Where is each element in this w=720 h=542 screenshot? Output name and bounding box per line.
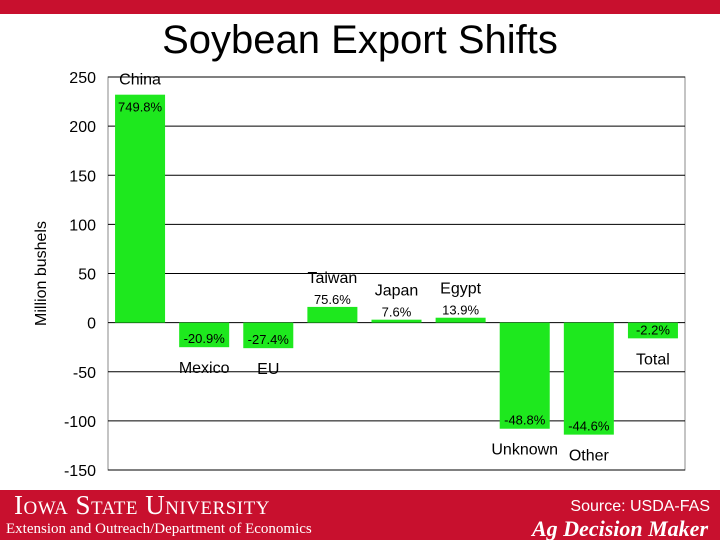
data-label: -2.2% (636, 322, 670, 337)
bar-japan (371, 319, 422, 323)
source-note: Source: USDA-FAS (570, 498, 710, 515)
data-label: 7.6% (382, 305, 412, 320)
y-tick-label: 200 (69, 119, 96, 136)
bar-taiwan (307, 306, 358, 323)
bar-chart: 250 200 150 100 50 0 -50 -100 -150 Million bushel… (33, 70, 686, 480)
bar-eu (243, 322, 294, 349)
brand-wordmark: Ag Decision Maker (532, 516, 708, 541)
bar-total (627, 322, 678, 339)
bar-egypt (435, 317, 486, 323)
top-accent-bar (0, 0, 720, 14)
bar-unknown (499, 322, 550, 429)
bar-other (563, 322, 614, 435)
category-label: Egypt (440, 281, 481, 298)
data-label: -44.6% (568, 419, 610, 434)
y-tick-label: -100 (64, 414, 96, 431)
y-axis-label: Million bushels (33, 221, 50, 326)
university-wordmark: Iowa State University (14, 490, 270, 520)
category-label: Mexico (179, 360, 230, 377)
category-label: Japan (375, 283, 419, 300)
data-label: -27.4% (248, 332, 290, 347)
category-label: Other (569, 448, 610, 465)
y-tick-label: -150 (64, 463, 96, 480)
y-tick-label: 250 (69, 70, 96, 87)
y-tick-label: -50 (73, 365, 96, 382)
bar-mexico (179, 322, 230, 348)
y-tick-label: 100 (69, 217, 96, 234)
category-label: EU (257, 361, 279, 378)
data-label: -48.8% (504, 413, 546, 428)
department-text: Extension and Outreach/Department of Eco… (6, 521, 312, 537)
data-label: 13.9% (442, 303, 479, 318)
data-label: -20.9% (184, 331, 226, 346)
category-label: China (119, 72, 161, 89)
y-tick-label: 0 (87, 316, 96, 333)
y-tick-label: 150 (69, 168, 96, 185)
footer-bar: Iowa State University Extension and Outr… (0, 490, 720, 541)
data-label: 749.8% (118, 100, 163, 115)
category-label: Taiwan (307, 270, 357, 287)
y-tick-label: 50 (78, 267, 96, 284)
bar-china (115, 94, 166, 323)
category-label: Unknown (491, 442, 558, 459)
data-label: 75.6% (314, 292, 351, 307)
category-label: Total (636, 351, 670, 368)
slide-title: Soybean Export Shifts (162, 18, 558, 62)
